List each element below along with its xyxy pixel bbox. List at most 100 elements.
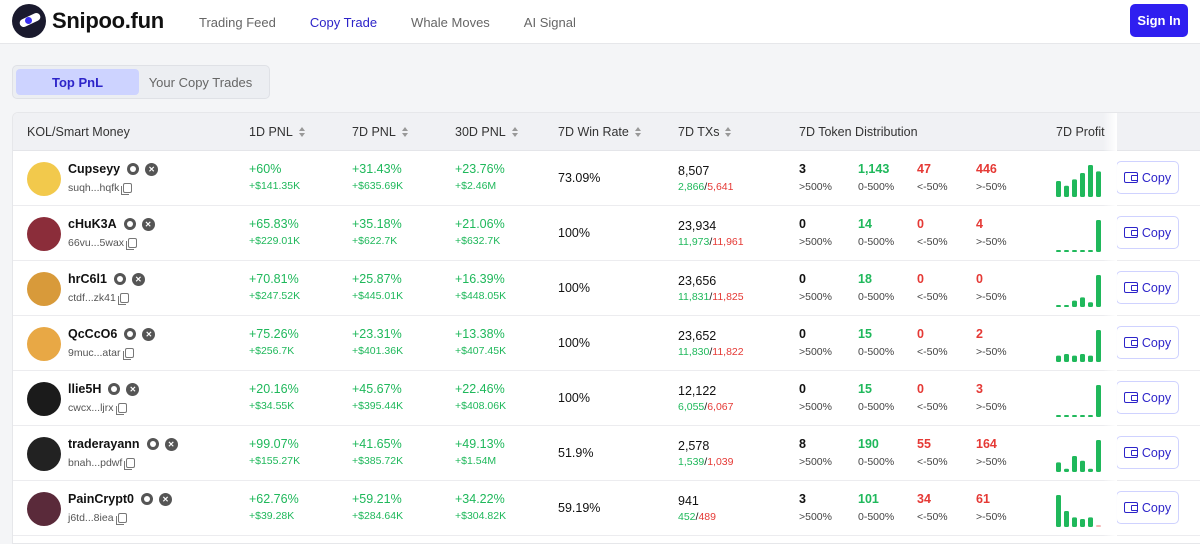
trader-name-text: llie5H — [68, 382, 102, 396]
logo[interactable]: Snipoo.fun — [12, 4, 164, 38]
x-social-icon[interactable]: ✕ — [159, 492, 172, 506]
table-row[interactable]: Cupseyy ✕ suqh...hqfk +60% +$141.35K +31.43% +… — [13, 151, 1200, 206]
tx-buy: 6,055 — [678, 401, 705, 413]
x-social-icon[interactable]: ✕ — [164, 437, 178, 451]
dist-label-under-neg50: <-50% — [917, 456, 948, 468]
pnl-1d-usd: +$247.52K — [249, 290, 301, 302]
sort-icon[interactable] — [725, 127, 732, 137]
avatar[interactable] — [27, 272, 61, 306]
copy-address-icon[interactable] — [115, 403, 127, 415]
copy-address-icon[interactable] — [117, 293, 129, 305]
avatar[interactable] — [27, 327, 61, 361]
copy-button[interactable]: Copy — [1116, 271, 1179, 304]
trader-name[interactable]: Cupseyy ✕ — [68, 162, 159, 176]
nav-copy-trade[interactable]: Copy Trade — [309, 14, 378, 30]
copy-button[interactable]: Copy — [1116, 491, 1179, 524]
trader-name[interactable]: PainCrypt0 ✕ — [68, 492, 172, 506]
table-row[interactable]: traderayann ✕ bnah...pdwf +99.07% +$155.27K +… — [13, 426, 1200, 481]
x-social-icon[interactable]: ✕ — [141, 217, 155, 231]
x-social-icon[interactable]: ✕ — [131, 272, 145, 286]
copy-address-icon[interactable] — [121, 183, 133, 195]
sort-icon[interactable] — [401, 127, 409, 137]
dist-label-over-neg50: >-50% — [976, 181, 1007, 193]
table-row[interactable]: PainCrypt0 ✕ j6td...8iea +62.76% +$39.28K +59… — [13, 481, 1200, 536]
profit-bar — [1056, 305, 1061, 307]
col-7d-win-rate[interactable]: 7D Win Rate — [558, 113, 642, 151]
wallet-address: cwcx...ljrx — [68, 402, 127, 415]
x-social-icon[interactable]: ✕ — [142, 327, 156, 341]
tab-your-copy-trades[interactable]: Your Copy Trades — [148, 74, 253, 90]
copy-button[interactable]: Copy — [1116, 216, 1179, 249]
trader-name[interactable]: traderayann ✕ — [68, 437, 178, 451]
profit-bar — [1088, 165, 1093, 197]
table-row[interactable]: hrC6l1 ✕ ctdf...zk41 +70.81% +$247.52K +25.87… — [13, 261, 1200, 316]
dist-label-over-neg50: >-50% — [976, 291, 1007, 303]
dist-under-neg50: 0 — [917, 327, 924, 341]
col-30d-pnl[interactable]: 30D PNL — [455, 113, 519, 151]
sort-icon[interactable] — [511, 127, 519, 137]
trader-name[interactable]: hrC6l1 ✕ — [68, 272, 145, 286]
dist-over-neg50: 4 — [976, 217, 983, 231]
dist-label-over-500: >500% — [799, 401, 832, 413]
nav-ai-signal[interactable]: AI Signal — [523, 14, 576, 30]
trader-name[interactable]: QcCcO6 ✕ — [68, 327, 156, 341]
tx-sell: 1,039 — [707, 456, 734, 468]
copy-address-icon[interactable] — [115, 513, 127, 525]
avatar[interactable] — [27, 382, 61, 416]
pnl-30d-pct: +22.46% — [455, 382, 505, 396]
pnl-7d-usd: +$395.44K — [352, 400, 404, 412]
sign-in-button[interactable]: Sign In — [1130, 4, 1188, 37]
profit-bar — [1056, 495, 1061, 527]
copy-button[interactable]: Copy — [1116, 326, 1179, 359]
eye-icon[interactable] — [108, 383, 121, 395]
avatar[interactable] — [27, 437, 61, 471]
profit-bar — [1064, 250, 1069, 252]
x-social-icon[interactable]: ✕ — [126, 382, 140, 396]
win-rate: 59.19% — [558, 501, 601, 515]
sort-icon[interactable] — [298, 127, 306, 137]
tx-buy: 1,539 — [678, 456, 705, 468]
eye-icon[interactable] — [124, 328, 137, 340]
wallet-address: suqh...hqfk — [68, 182, 133, 195]
table-row[interactable]: cHuK3A ✕ 66vu...5wax +65.83% +$229.01K +35.18… — [13, 206, 1200, 261]
avatar[interactable] — [27, 492, 61, 526]
eye-icon[interactable] — [141, 493, 153, 505]
tx-separator: / — [704, 401, 708, 413]
col-7d-txs[interactable]: 7D TXs — [678, 113, 732, 151]
dist-over-neg50: 2 — [976, 327, 983, 341]
x-social-icon[interactable]: ✕ — [145, 162, 159, 176]
wallet-address: 9muc...atar — [68, 347, 134, 360]
profit-bar — [1072, 355, 1077, 362]
trader-name-text: hrC6l1 — [68, 272, 107, 286]
trader-name[interactable]: cHuK3A ✕ — [68, 217, 155, 231]
copy-address-icon[interactable] — [122, 348, 134, 360]
pnl-7d-usd: +$622.7K — [352, 235, 398, 247]
eye-icon[interactable] — [146, 438, 159, 450]
col-7d-profit-label: 7D Profit — [1056, 125, 1105, 139]
avatar[interactable] — [27, 162, 61, 196]
eye-icon[interactable] — [123, 218, 136, 230]
col-7d-pnl[interactable]: 7D PNL — [352, 113, 409, 151]
nav-whale-moves[interactable]: Whale Moves — [411, 14, 490, 30]
profit-bar — [1064, 511, 1069, 527]
eye-icon[interactable] — [113, 273, 126, 285]
col-1d-pnl-label: 1D PNL — [249, 125, 293, 139]
copy-button[interactable]: Copy — [1116, 436, 1179, 469]
col-1d-pnl[interactable]: 1D PNL — [249, 113, 306, 151]
eye-icon[interactable] — [127, 163, 140, 175]
table-row[interactable]: QcCcO6 ✕ 9muc...atar +75.26% +$256.7K +23.31%… — [13, 316, 1200, 371]
sort-icon[interactable] — [634, 127, 642, 137]
copy-button[interactable]: Copy — [1116, 161, 1179, 194]
copy-button[interactable]: Copy — [1116, 381, 1179, 414]
pnl-30d-usd: +$448.05K — [455, 290, 507, 302]
table-row[interactable]: llie5H ✕ cwcx...ljrx +20.16% +$34.55K +45.67%… — [13, 371, 1200, 426]
dist-under-neg50: 55 — [917, 437, 931, 451]
tab-top-pnl[interactable]: Top PnL — [16, 69, 139, 95]
trader-name[interactable]: llie5H ✕ — [68, 382, 140, 396]
copy-address-icon[interactable] — [126, 238, 138, 250]
profit-bar — [1056, 462, 1061, 472]
avatar[interactable] — [27, 217, 61, 251]
nav-trading-feed[interactable]: Trading Feed — [199, 14, 276, 30]
tx-separator: / — [709, 291, 713, 303]
copy-address-icon[interactable] — [124, 458, 136, 470]
